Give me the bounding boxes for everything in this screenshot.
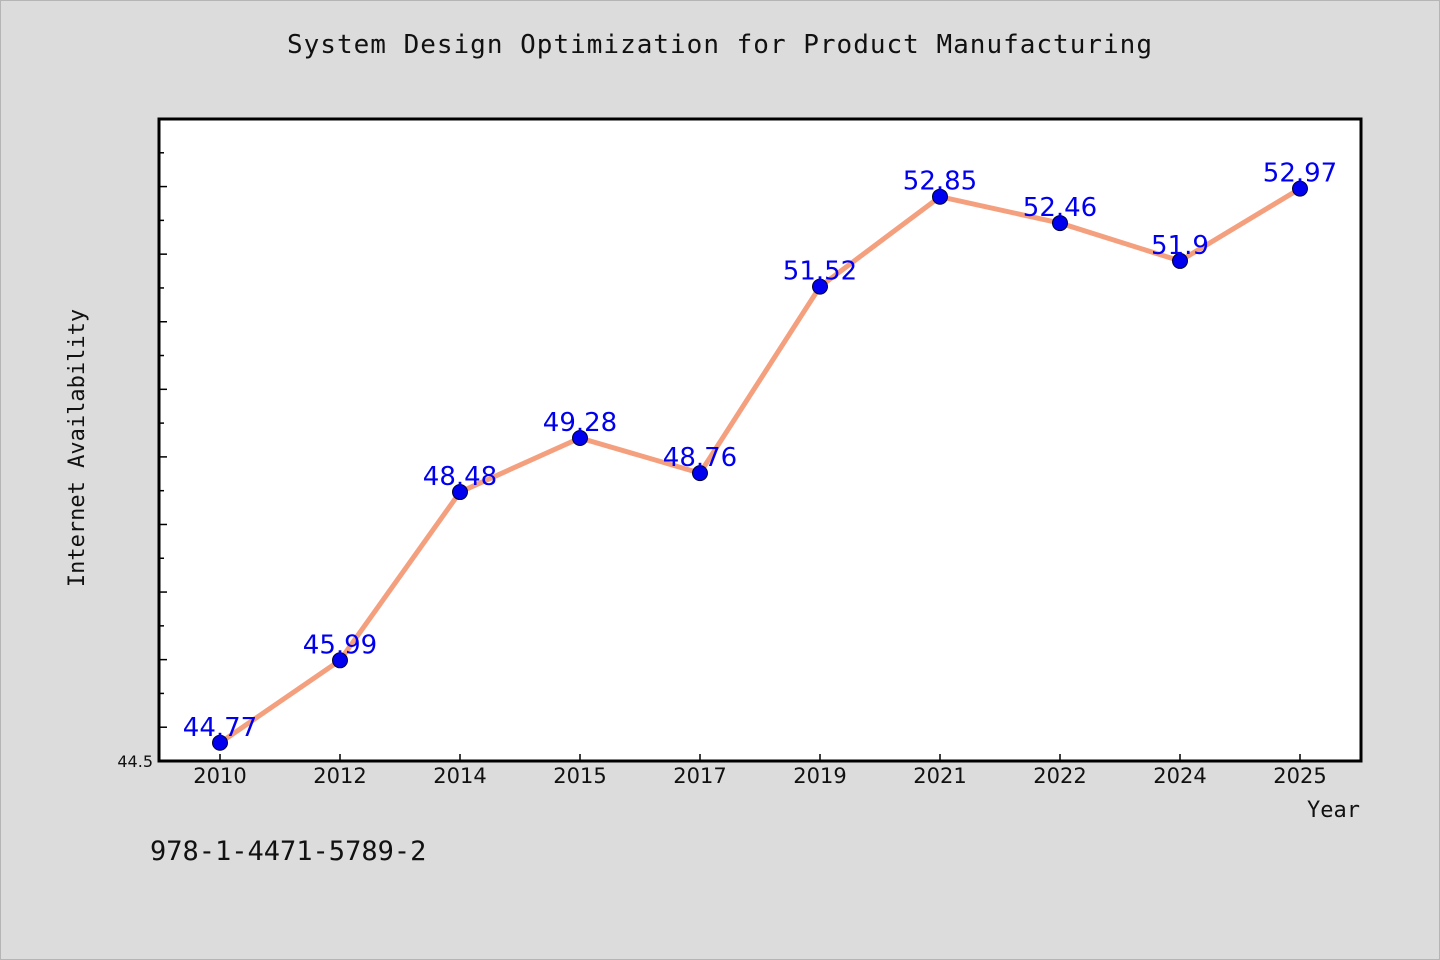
series-line: [218, 186, 1302, 745]
x-tick-label: 2012: [313, 764, 366, 788]
isbn-text: 978-1-4471-5789-2: [150, 836, 427, 867]
y-axis-ticks: [159, 118, 167, 762]
data-label: 48.48: [423, 462, 497, 492]
data-label: 51.9: [1151, 231, 1209, 261]
data-point: [692, 465, 708, 482]
x-tick-label: 2019: [793, 764, 846, 788]
data-point: [1172, 252, 1188, 269]
data-labels: 44.77 45.99 48.48 49.28 48.76 51.52 52.85 52.46…: [183, 159, 1337, 743]
x-tick-label: 2017: [673, 764, 726, 788]
plot-area: [157, 117, 1363, 763]
data-label: 52.46: [1023, 193, 1097, 223]
data-point: [812, 278, 828, 295]
x-tick-label: 2024: [1153, 764, 1206, 788]
x-tick-label: 2021: [913, 764, 966, 788]
data-label: 49.28: [543, 408, 617, 438]
y-tick-labels: 44.5: [117, 752, 153, 771]
data-point: [212, 734, 228, 751]
data-label: 52.85: [903, 167, 977, 197]
x-tick-label: 2025: [1273, 764, 1326, 788]
data-point: [452, 484, 468, 501]
x-axis-ticks: 2010 2012 2014 2015 2017 2019 2021 2022 2024 2025: [193, 754, 1327, 788]
y-axis-label: Internet Availability: [65, 309, 90, 587]
chart-title: System Design Optimization for Product M…: [287, 30, 1153, 60]
data-point: [332, 652, 348, 669]
data-markers: [212, 180, 1308, 751]
y-tick-label: 44.5: [117, 752, 153, 771]
data-label: 45.99: [303, 630, 377, 660]
data-point: [1052, 215, 1068, 232]
data-label: 48.76: [663, 443, 737, 473]
x-tick-label: 2014: [433, 764, 486, 788]
data-label: 52.97: [1263, 159, 1337, 189]
data-point: [932, 188, 948, 205]
data-label: 51.52: [783, 257, 857, 287]
data-point: [572, 429, 588, 446]
x-tick-label: 2015: [553, 764, 606, 788]
x-tick-label: 2010: [193, 764, 246, 788]
data-label: 44.77: [183, 713, 257, 743]
x-axis-label: Year: [1307, 798, 1360, 823]
data-point: [1292, 180, 1308, 197]
x-tick-label: 2022: [1033, 764, 1086, 788]
